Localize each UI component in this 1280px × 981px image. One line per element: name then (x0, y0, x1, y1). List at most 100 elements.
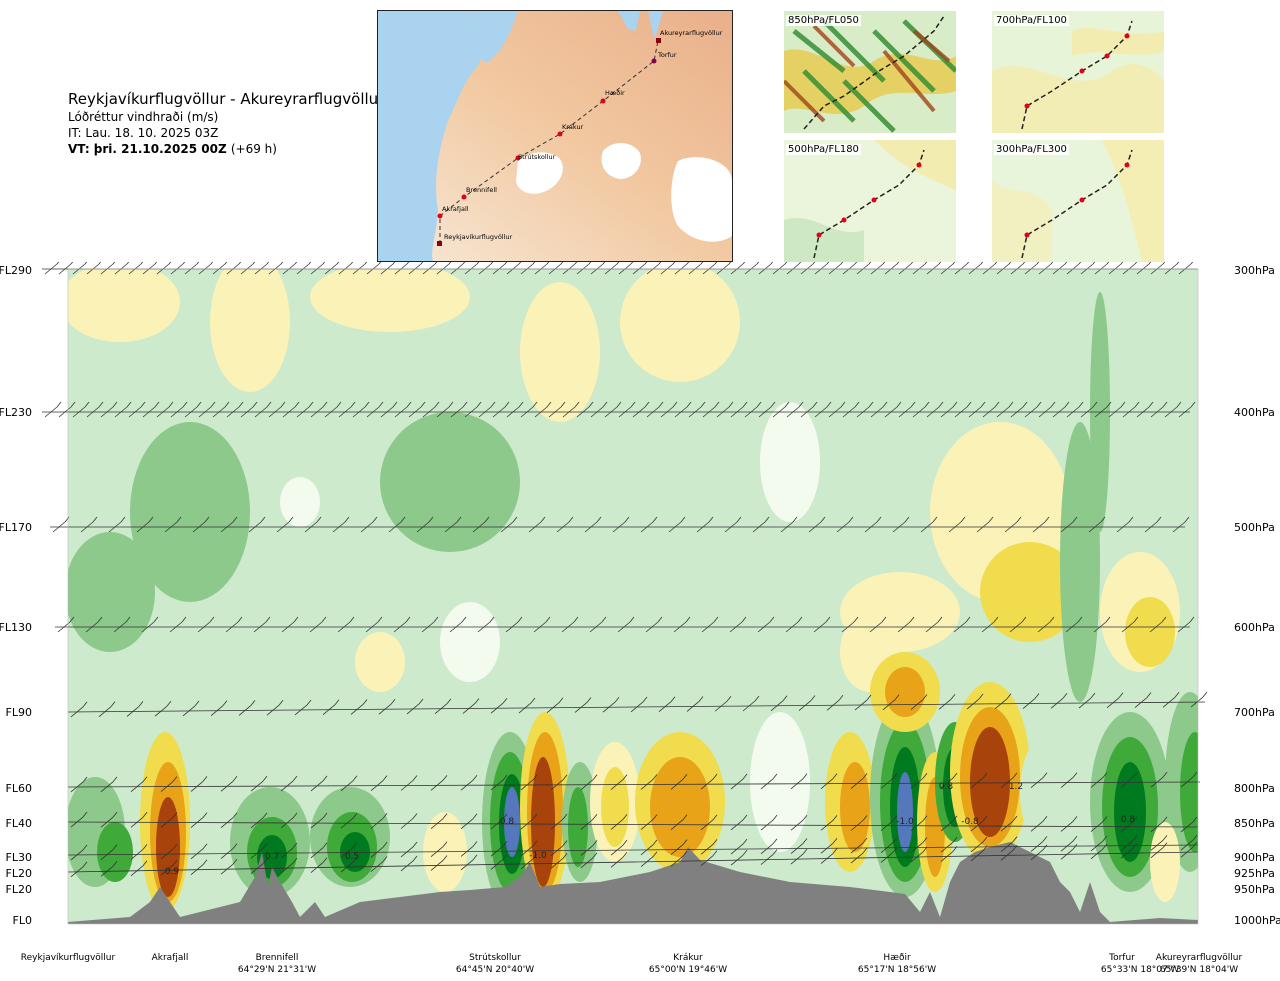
wind-barb (672, 262, 676, 265)
wind-barb (112, 861, 118, 867)
wind-barb (1134, 401, 1140, 408)
wind-barb (812, 401, 818, 408)
wind-barb (502, 813, 508, 820)
route-map-graphic: Akureyrarflugvöllur Torfur Hæðir Krákur … (378, 11, 732, 261)
wind-barb (630, 401, 636, 408)
wind-barb (616, 401, 622, 408)
wind-barb (1190, 262, 1194, 265)
mini-map-label: 700hPa/FL100 (994, 15, 1069, 26)
wind-barb (548, 406, 562, 418)
wind-barb (1072, 816, 1078, 822)
wind-barb (782, 695, 788, 702)
wind-barb (1162, 842, 1168, 848)
wind-barb (44, 406, 58, 418)
wind-barb (702, 406, 716, 418)
wind-barb (520, 406, 534, 418)
route-wp-label: Reykjavíkurflugvöllur (444, 233, 513, 241)
wind-barb (449, 621, 463, 633)
wind-barb (392, 401, 398, 408)
wind-barb (880, 778, 894, 789)
wind-barb (1090, 692, 1096, 699)
wind-barb (70, 816, 84, 828)
wind-barb (128, 406, 142, 418)
wind-barb (876, 516, 882, 523)
waypoint-name: Hæðir (883, 953, 911, 963)
wind-barb (660, 406, 674, 418)
wind-barb (1116, 521, 1130, 533)
pressure-level-label: 950hPa (1234, 883, 1275, 896)
wind-barb (100, 816, 114, 828)
wind-barb (862, 847, 868, 854)
wind-barb (1132, 842, 1138, 849)
wind-barb (1072, 772, 1078, 778)
wind-barb (350, 704, 364, 715)
wind-barb (120, 516, 126, 523)
wind-barb (868, 401, 874, 408)
wind-barb (742, 773, 748, 780)
wind-barb (430, 860, 444, 871)
wind-barb (252, 401, 258, 408)
wind-barb (1012, 772, 1018, 779)
wind-barb (1050, 262, 1054, 265)
route-wp-label: Akrafjall (442, 205, 469, 213)
wind-barb (502, 854, 508, 860)
wind-barb (948, 521, 962, 533)
wind-barb (364, 262, 368, 265)
wind-barb (601, 616, 607, 623)
wind-barb (658, 701, 672, 713)
wind-barb (490, 702, 504, 714)
wind-barb (472, 841, 478, 847)
wind-barb (430, 846, 444, 858)
wind-barb (460, 818, 474, 830)
wind-barb (430, 780, 444, 791)
wind-barb (210, 262, 214, 265)
wind-barb (265, 616, 271, 623)
wind-barb (382, 775, 388, 781)
wind-barb (70, 781, 84, 793)
wind-barb (798, 401, 804, 408)
waypoint-name: Akrafjall (152, 953, 189, 963)
wind-barb (952, 836, 958, 843)
wind-barb (1090, 840, 1104, 852)
wind-barb (701, 621, 715, 633)
wind-barb (64, 516, 70, 523)
field-cell (897, 772, 913, 852)
pressure-level-label: 700hPa (1234, 706, 1275, 719)
wind-barb (760, 819, 774, 831)
wind-barb (462, 401, 468, 408)
wind-barb (1164, 406, 1178, 418)
wind-barb (1180, 839, 1194, 851)
wind-barb (712, 839, 718, 845)
wind-barb (280, 847, 294, 859)
wind-barb (896, 401, 902, 408)
wind-barb (652, 839, 658, 846)
wind-barb (296, 406, 310, 418)
wind-barb (70, 866, 84, 878)
wind-barb (98, 401, 104, 408)
wind-barb (926, 406, 940, 418)
wind-barb (434, 401, 440, 408)
wind-barb (372, 516, 378, 523)
wind-barb (770, 401, 776, 408)
field-cell (980, 542, 1080, 642)
wind-barb (190, 864, 204, 876)
wind-barb (448, 262, 452, 265)
wind-barb (1102, 772, 1108, 778)
wind-barb (892, 773, 898, 779)
wind-barb (938, 401, 944, 408)
wind-barb (1184, 516, 1190, 523)
wind-barb (982, 845, 988, 852)
wind-barb (170, 406, 184, 418)
wind-barb (190, 848, 204, 860)
mini-map-700-graphic (992, 11, 1164, 133)
wind-barb (148, 516, 154, 523)
field-cell (310, 269, 470, 332)
wind-barb (1009, 621, 1023, 633)
wind-barb (1162, 835, 1168, 841)
wind-barb (70, 849, 84, 861)
wind-barb (478, 406, 492, 418)
wind-barb (760, 843, 774, 855)
wind-barb (730, 843, 744, 855)
wind-barb (742, 814, 748, 821)
wind-barb (700, 401, 706, 408)
